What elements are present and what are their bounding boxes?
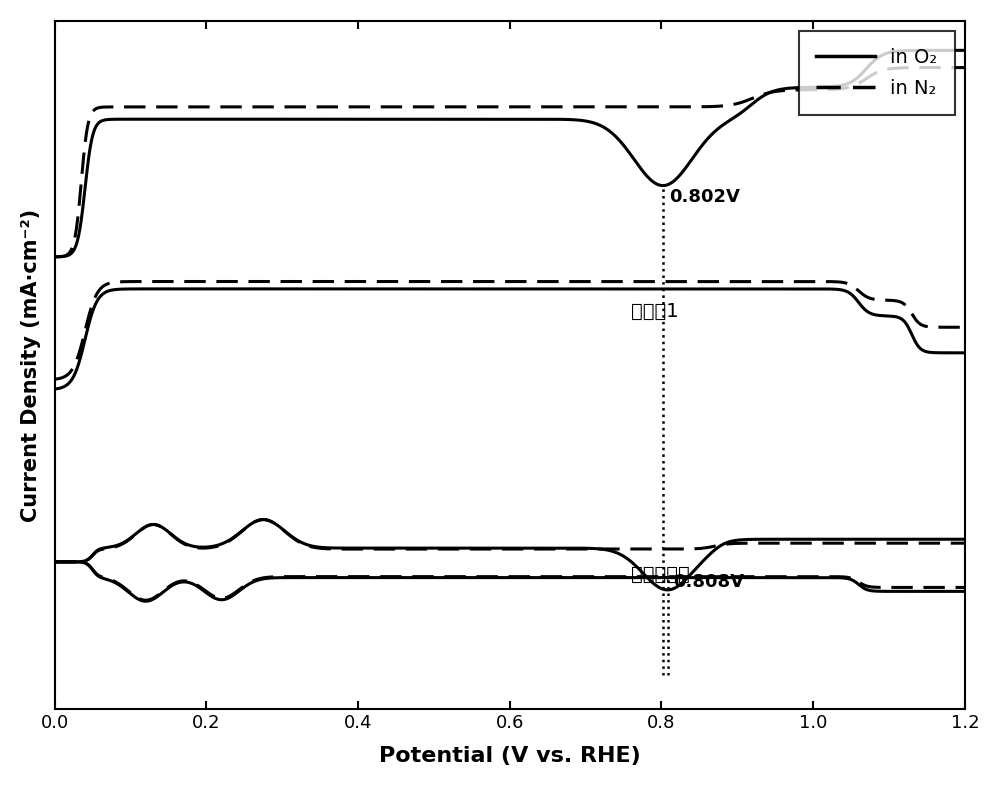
Y-axis label: Current Density (mA·cm⁻²): Current Density (mA·cm⁻²) (21, 209, 41, 522)
Text: 0.808V: 0.808V (673, 573, 744, 591)
Text: 铂碳安化剂: 铂碳安化剂 (631, 564, 690, 584)
Legend: in O₂, in N₂: in O₂, in N₂ (799, 31, 955, 115)
X-axis label: Potential (V vs. RHE): Potential (V vs. RHE) (379, 746, 641, 767)
Text: 0.802V: 0.802V (669, 188, 740, 206)
Text: 实施例1: 实施例1 (631, 301, 679, 320)
